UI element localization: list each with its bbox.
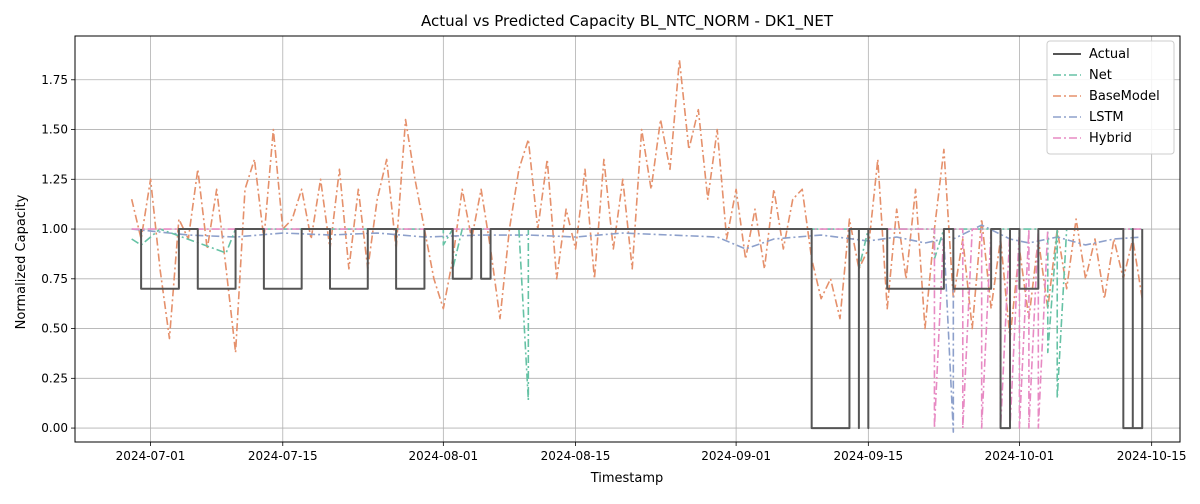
y-tick-label: 1.50 xyxy=(41,123,68,137)
y-tick-label: 1.75 xyxy=(41,73,68,87)
x-tick-label: 2024-07-15 xyxy=(248,449,318,463)
tick-layer: 2024-07-01 2024-07-15 2024-08-01 2024-08-15… xyxy=(41,73,1186,463)
series-line-basemodel xyxy=(130,59,1144,354)
grid-layer xyxy=(75,36,1180,442)
x-tick-label: 2024-08-15 xyxy=(541,449,611,463)
legend-label: Hybrid xyxy=(1089,131,1132,146)
legend-box xyxy=(1046,40,1175,155)
plot-area xyxy=(74,35,1181,443)
x-tick-label: 2024-08-01 xyxy=(408,449,478,463)
x-tick-label: 2024-09-01 xyxy=(701,449,771,463)
legend-label: BaseModel xyxy=(1089,89,1160,104)
y-tick-label: 0.75 xyxy=(41,272,68,286)
series-layer xyxy=(130,59,1144,433)
x-axis-label: Timestamp xyxy=(590,471,664,486)
x-tick-label: 2024-10-01 xyxy=(985,449,1055,463)
y-tick-label: 0.00 xyxy=(41,421,68,435)
y-tick-label: 0.25 xyxy=(41,371,68,385)
legend-label: Net xyxy=(1089,68,1112,83)
series-line-lstm xyxy=(131,224,1143,433)
legend-label: Actual xyxy=(1089,47,1130,62)
legend: Actual Net BaseModel LSTM Hybrid xyxy=(1046,40,1175,155)
x-tick-label: 2024-07-01 xyxy=(116,449,186,463)
y-tick-label: 1.25 xyxy=(41,172,68,186)
series-line-actual xyxy=(140,228,1144,430)
chart-title: Actual vs Predicted Capacity BL_NTC_NORM… xyxy=(421,12,834,31)
y-axis-label: Normalized Capacity xyxy=(14,194,29,329)
y-tick-label: 0.50 xyxy=(41,322,68,336)
x-tick-label: 2024-09-15 xyxy=(833,449,903,463)
legend-label: LSTM xyxy=(1089,110,1124,125)
x-tick-label: 2024-10-15 xyxy=(1117,449,1187,463)
y-tick-label: 1.00 xyxy=(41,222,68,236)
